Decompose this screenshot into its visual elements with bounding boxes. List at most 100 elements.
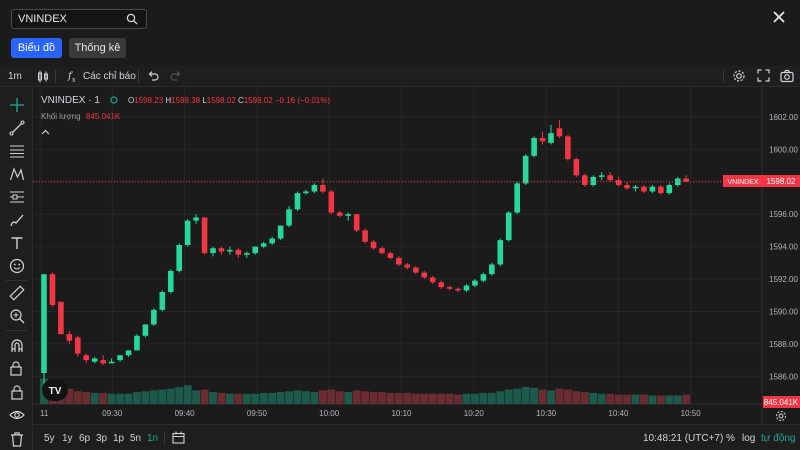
volume-bar (242, 393, 251, 404)
volume-bar (623, 394, 631, 404)
candle-body (463, 285, 470, 291)
price-tick-label: 1602.00 (769, 113, 798, 122)
candle-body (75, 337, 81, 354)
candle-body (320, 185, 326, 192)
volume-bar (454, 394, 462, 404)
volume-bar (149, 390, 158, 404)
candle-body (83, 355, 90, 361)
volume-bar (183, 385, 192, 404)
candle-body (565, 136, 571, 160)
candle-body (277, 225, 284, 239)
candle-body (396, 257, 402, 265)
volume-bar (606, 393, 615, 404)
eye-icon[interactable] (9, 407, 25, 423)
volume-bar (166, 388, 175, 404)
tab-chart[interactable]: Biểu đồ (11, 38, 62, 58)
redo-icon[interactable] (170, 70, 182, 82)
candle-body (260, 243, 267, 247)
volume-bar (276, 392, 285, 404)
symbol-search-input[interactable] (18, 12, 122, 26)
emoji-icon[interactable] (9, 258, 25, 274)
legend-low: 1598.02 (207, 96, 236, 105)
auto-scale-button[interactable]: tự động (761, 433, 796, 444)
candlesticks (41, 120, 689, 396)
volume-bar (361, 391, 370, 404)
fib-retracement-icon[interactable] (9, 143, 25, 159)
candle-style-icon[interactable] (37, 70, 49, 83)
ruler-icon[interactable] (9, 285, 25, 301)
candle-body (227, 249, 233, 252)
toolbar-divider (138, 70, 139, 83)
candle-body (573, 159, 580, 176)
scale-settings-icon[interactable] (776, 411, 786, 421)
volume-bar (65, 388, 74, 404)
zoom-in-icon[interactable] (9, 308, 25, 324)
collapse-legend-icon[interactable] (41, 129, 50, 135)
volume-bar (504, 389, 513, 404)
volume-bar (530, 387, 539, 404)
volume-bar (175, 387, 184, 404)
tradingview-logo[interactable] (42, 379, 68, 401)
candle-body (649, 186, 656, 192)
candle-body (370, 241, 377, 249)
text-icon[interactable] (9, 235, 25, 251)
close-icon[interactable] (772, 10, 786, 24)
calendar-icon[interactable] (172, 431, 185, 444)
range-1p[interactable]: 1p (113, 433, 125, 444)
lock-icon[interactable] (9, 384, 25, 400)
candle-body (117, 355, 123, 361)
candle-body (590, 176, 597, 186)
range-5n[interactable]: 5n (130, 433, 142, 444)
forecast-icon[interactable] (9, 189, 25, 205)
log-scale-button[interactable]: log (742, 433, 756, 444)
candle-body (522, 155, 529, 184)
candle-body (269, 238, 275, 244)
candle-body (514, 183, 520, 213)
last-price-tag (763, 175, 800, 187)
range-3p[interactable]: 3p (96, 433, 108, 444)
volume-bar (133, 392, 141, 404)
candle-body (294, 193, 301, 210)
trash-icon[interactable] (9, 431, 25, 447)
search-icon[interactable] (126, 13, 138, 25)
candle-body (303, 191, 309, 194)
volume-bar (124, 393, 133, 404)
magnet-icon[interactable] (9, 338, 25, 354)
candle-body (582, 175, 588, 186)
range-6p[interactable]: 6p (79, 433, 91, 444)
bottom-divider (164, 432, 165, 444)
percent-scale-button[interactable]: % (726, 433, 735, 444)
volume-bar (428, 393, 437, 404)
candle-body (497, 240, 504, 265)
volume-bar (378, 392, 386, 404)
fullscreen-icon[interactable] (757, 69, 770, 82)
symbol-search-box[interactable] (11, 9, 147, 29)
range-1n[interactable]: 1n (147, 433, 159, 444)
range-1y[interactable]: 1y (62, 433, 73, 444)
candle-body (666, 185, 673, 194)
undo-icon[interactable] (147, 70, 159, 82)
volume-bar (141, 391, 150, 404)
candle-body (531, 138, 537, 156)
volume-bar (682, 394, 691, 404)
candle-body (429, 277, 436, 283)
candle-body (328, 191, 335, 213)
crosshair-icon[interactable] (9, 97, 25, 113)
tradingview-logo-mark: TV (49, 386, 62, 397)
pattern-icon[interactable] (9, 166, 25, 182)
snapshot-icon[interactable] (780, 69, 794, 83)
indicators-icon[interactable]: fx (68, 71, 76, 84)
indicators-button[interactable]: Các chỉ báo (83, 71, 136, 82)
candle-body (556, 128, 563, 137)
trend-line-icon[interactable] (9, 120, 25, 136)
candle-body (641, 186, 647, 192)
brush-icon[interactable] (9, 212, 25, 228)
settings-icon[interactable] (732, 69, 746, 83)
price-chart[interactable]: 1602.001600.001598.001596.001594.001592.… (33, 87, 800, 424)
tab-stats[interactable]: Thống kê (69, 38, 126, 58)
volume-bar (251, 393, 260, 404)
interval-button[interactable]: 1m (8, 71, 22, 82)
lock-drawing-icon[interactable] (9, 361, 25, 377)
range-5y[interactable]: 5y (44, 433, 55, 444)
clock-time[interactable]: 10:48:21 (UTC+7) (643, 433, 724, 444)
